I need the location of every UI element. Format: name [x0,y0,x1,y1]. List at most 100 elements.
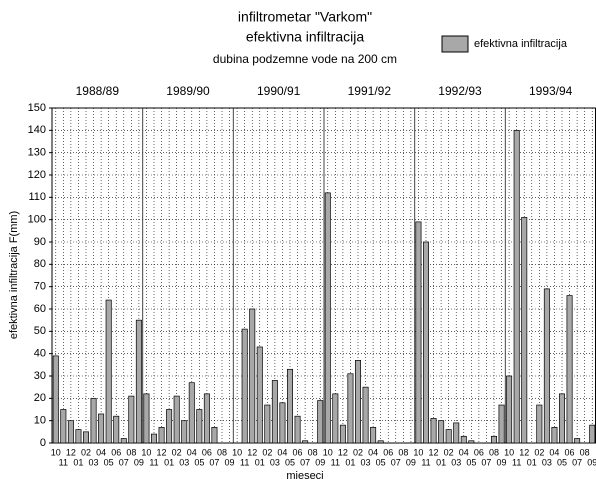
y-tick-label: 10 [34,415,46,427]
x-tick-label: 03 [361,457,371,467]
y-tick-label: 80 [34,258,46,270]
bar [264,404,271,444]
bar [536,404,543,444]
y-tick-label: 40 [34,348,46,360]
bar [355,360,361,444]
bar [166,409,173,444]
x-tick-label: 08 [308,447,318,457]
x-tick-label: 01 [436,457,446,467]
x-tick-label: 04 [459,447,469,457]
x-tick-label: 12 [429,447,439,457]
x-tick-label: 10 [504,447,514,457]
x-tick-label: 05 [376,457,386,467]
x-tick-label: 08 [489,447,499,457]
x-tick-label: 11 [512,457,521,467]
x-tick-label: 02 [353,447,363,457]
y-tick-label: 0 [40,437,46,449]
bar [128,395,135,444]
bar [370,427,377,444]
bar [67,420,74,444]
x-tick-label: 03 [542,457,552,467]
x-tick-label: 07 [300,457,310,467]
x-tick-label: 12 [66,447,76,457]
bar [339,424,346,444]
bar [566,295,573,444]
x-tick-label: 07 [209,457,219,467]
bar [241,328,248,444]
bar [460,435,467,444]
x-tick-label: 10 [413,447,423,457]
x-tick-label: 03 [179,457,189,467]
x-tick-label: 09 [225,457,235,467]
x-tick-label: 10 [51,447,61,457]
x-tick-label: 05 [557,457,567,467]
legend-swatch [441,35,469,53]
bar [83,431,89,444]
bar [574,438,581,444]
x-tick-label: 08 [398,447,408,457]
x-tick-label: 09 [587,457,596,467]
year-label: 1992/93 [438,84,482,98]
bar [551,427,558,444]
x-tick-label: 07 [119,457,129,467]
x-tick-label: 06 [111,447,121,457]
bar [302,440,309,444]
bar [513,129,520,444]
bar [430,418,437,444]
x-tick-label: 04 [96,447,106,457]
bar [491,435,497,444]
bar [173,395,180,444]
y-tick-label: 100 [28,214,46,226]
x-tick-label: 08 [126,447,136,457]
x-tick-label: 05 [194,457,204,467]
x-tick-label: 09 [497,457,507,467]
x-tick-label: 12 [157,447,167,457]
year-label: 1988/89 [76,84,120,98]
bar [271,380,278,444]
bar [151,433,157,444]
x-tick-label: 04 [187,447,197,457]
y-tick-label: 70 [34,281,46,293]
x-tick-label: 02 [172,447,182,457]
y-tick-label: 90 [34,236,46,248]
x-tick-label: 12 [247,447,257,457]
x-tick-label: 03 [89,457,99,467]
bar [294,415,301,444]
x-tick-label: 02 [444,447,454,457]
x-tick-label: 10 [232,447,242,457]
bar [60,409,67,444]
x-tick-label: 11 [331,457,340,467]
y-tick-label: 120 [28,169,46,181]
bar [468,440,475,444]
x-tick-label: 11 [59,457,68,467]
bar [52,355,59,444]
bar [377,440,384,444]
x-tick-label: 07 [481,457,491,467]
y-tick-label: 130 [28,147,46,159]
bar [287,368,293,444]
x-tick-label: 01 [73,457,83,467]
bar [105,299,112,444]
x-tick-label: 01 [255,457,265,467]
bar [589,424,596,444]
y-tick-label: 20 [34,392,46,404]
bar [347,373,354,444]
x-tick-label: 05 [466,457,476,467]
bar [249,308,256,444]
bar [324,192,331,444]
bar [120,438,127,444]
bar [332,393,339,444]
x-tick-label: 01 [164,457,174,467]
x-tick-label: 03 [451,457,461,467]
year-label: 1993/94 [529,84,573,98]
bar [279,402,286,444]
x-tick-label: 09 [315,457,325,467]
bar [256,346,263,444]
year-label: 1990/91 [257,84,301,98]
bar [498,404,505,444]
y-tick-label: 110 [28,191,46,203]
x-tick-label: 10 [323,447,333,457]
bar [75,429,82,444]
x-tick-label: 08 [580,447,590,457]
